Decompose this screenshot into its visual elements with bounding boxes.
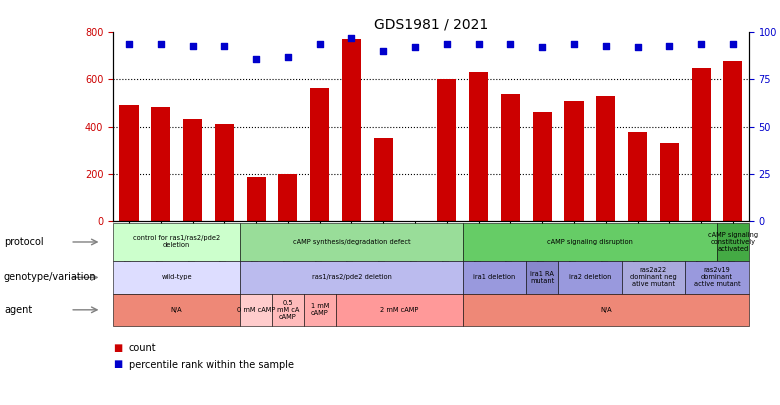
Text: 0 mM cAMP: 0 mM cAMP xyxy=(237,307,275,313)
Text: wild-type: wild-type xyxy=(161,275,192,280)
Text: 1 mM
cAMP: 1 mM cAMP xyxy=(310,303,329,316)
Point xyxy=(154,40,167,47)
Text: cAMP synthesis/degradation defect: cAMP synthesis/degradation defect xyxy=(292,239,410,245)
Point xyxy=(695,40,707,47)
Text: ira1 deletion: ira1 deletion xyxy=(473,275,516,280)
Bar xyxy=(469,72,488,221)
Point xyxy=(186,43,199,49)
Point xyxy=(600,43,612,49)
Point xyxy=(631,44,644,51)
Bar xyxy=(151,107,170,221)
Text: agent: agent xyxy=(4,305,32,315)
Text: 2 mM cAMP: 2 mM cAMP xyxy=(380,307,418,313)
Bar xyxy=(438,79,456,221)
Text: percentile rank within the sample: percentile rank within the sample xyxy=(129,360,294,369)
Bar xyxy=(374,139,393,221)
Point xyxy=(314,40,326,47)
Bar xyxy=(628,132,647,221)
Text: count: count xyxy=(129,343,156,353)
Text: protocol: protocol xyxy=(4,237,44,247)
Bar xyxy=(723,61,743,221)
Bar xyxy=(565,101,583,221)
Point xyxy=(504,40,516,47)
Bar xyxy=(119,105,139,221)
Point xyxy=(377,48,389,54)
Text: N/A: N/A xyxy=(600,307,612,313)
Text: ras2v19
dominant
active mutant: ras2v19 dominant active mutant xyxy=(693,267,740,288)
Bar xyxy=(183,119,202,221)
Text: ras1/ras2/pde2 deletion: ras1/ras2/pde2 deletion xyxy=(311,275,392,280)
Bar xyxy=(278,174,297,221)
Bar xyxy=(660,143,679,221)
Point xyxy=(727,40,739,47)
Bar xyxy=(310,88,329,221)
Text: ras2a22
dominant neg
ative mutant: ras2a22 dominant neg ative mutant xyxy=(630,267,677,288)
Bar xyxy=(215,124,234,221)
Point xyxy=(473,40,485,47)
Point xyxy=(122,40,135,47)
Title: GDS1981 / 2021: GDS1981 / 2021 xyxy=(374,17,488,31)
Point xyxy=(346,35,358,41)
Point xyxy=(282,53,294,60)
Point xyxy=(441,40,453,47)
Text: cAMP signaling disruption: cAMP signaling disruption xyxy=(547,239,633,245)
Text: control for ras1/ras2/pde2
deletion: control for ras1/ras2/pde2 deletion xyxy=(133,235,220,249)
Text: N/A: N/A xyxy=(171,307,183,313)
Text: cAMP signaling
constitutively
activated: cAMP signaling constitutively activated xyxy=(707,232,758,252)
Bar xyxy=(596,96,615,221)
Bar xyxy=(246,177,266,221)
Point xyxy=(409,44,421,51)
Point xyxy=(663,43,675,49)
Text: ira1 RA
mutant: ira1 RA mutant xyxy=(530,271,555,284)
Point xyxy=(250,55,262,62)
Bar xyxy=(501,94,520,221)
Text: genotype/variation: genotype/variation xyxy=(4,273,97,282)
Point xyxy=(568,40,580,47)
Bar xyxy=(533,113,551,221)
Point xyxy=(218,43,231,49)
Text: 0.5
mM cA
cAMP: 0.5 mM cA cAMP xyxy=(277,300,299,320)
Text: ira2 deletion: ira2 deletion xyxy=(569,275,611,280)
Text: ■: ■ xyxy=(113,343,122,353)
Text: ■: ■ xyxy=(113,360,122,369)
Point xyxy=(536,44,548,51)
Bar xyxy=(342,39,361,221)
Bar xyxy=(692,68,711,221)
